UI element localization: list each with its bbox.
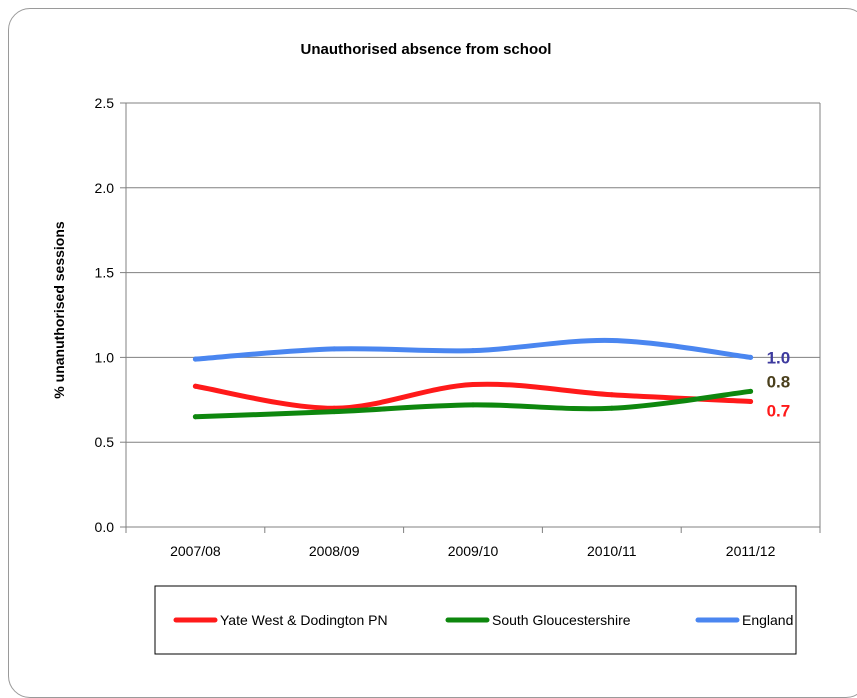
end-value-label: 1.0 (767, 348, 791, 367)
data-point (192, 383, 198, 389)
legend-label: England (742, 612, 793, 628)
y-tick-label: 0.0 (95, 519, 115, 535)
data-point (609, 392, 615, 398)
data-point (609, 405, 615, 411)
data-point (748, 354, 754, 360)
data-point (609, 337, 615, 343)
data-point (470, 348, 476, 354)
y-tick-label: 2.0 (95, 180, 115, 196)
data-point (331, 346, 337, 352)
data-point (470, 382, 476, 388)
legend: Yate West & Dodington PN South Gloucester… (173, 612, 793, 628)
y-tick-label: 1.5 (95, 265, 115, 281)
end-value-label: 0.8 (767, 372, 791, 391)
data-point (192, 414, 198, 420)
y-axis-label: % unanuthorised sessions (51, 221, 67, 399)
end-labels: 0.7 0.8 1.0 (767, 348, 791, 420)
y-tick-label: 2.5 (95, 95, 115, 111)
series-lines (192, 337, 754, 420)
legend-label: Yate West & Dodington PN (220, 612, 388, 628)
x-tick-label: 2010/11 (587, 543, 637, 559)
x-tick-label: 2011/12 (726, 543, 776, 559)
data-point (192, 356, 198, 362)
x-axis-ticks: 2007/08 2008/09 2009/10 2010/11 2011/12 (125, 527, 821, 559)
x-tick-label: 2007/08 (170, 543, 221, 559)
data-point (748, 388, 754, 394)
y-axis-ticks: 0.0 0.5 1.0 1.5 2.0 2.5 (95, 95, 126, 535)
data-point (331, 409, 337, 415)
data-point (470, 402, 476, 408)
legend-label: South Gloucestershire (492, 612, 631, 628)
x-tick-label: 2009/10 (448, 543, 499, 559)
x-tick-label: 2008/09 (309, 543, 360, 559)
y-tick-label: 1.0 (95, 349, 115, 365)
end-value-label: 0.7 (767, 401, 791, 420)
chart-title: Unauthorised absence from school (301, 41, 552, 58)
data-point (748, 398, 754, 404)
y-tick-label: 0.5 (95, 434, 115, 450)
